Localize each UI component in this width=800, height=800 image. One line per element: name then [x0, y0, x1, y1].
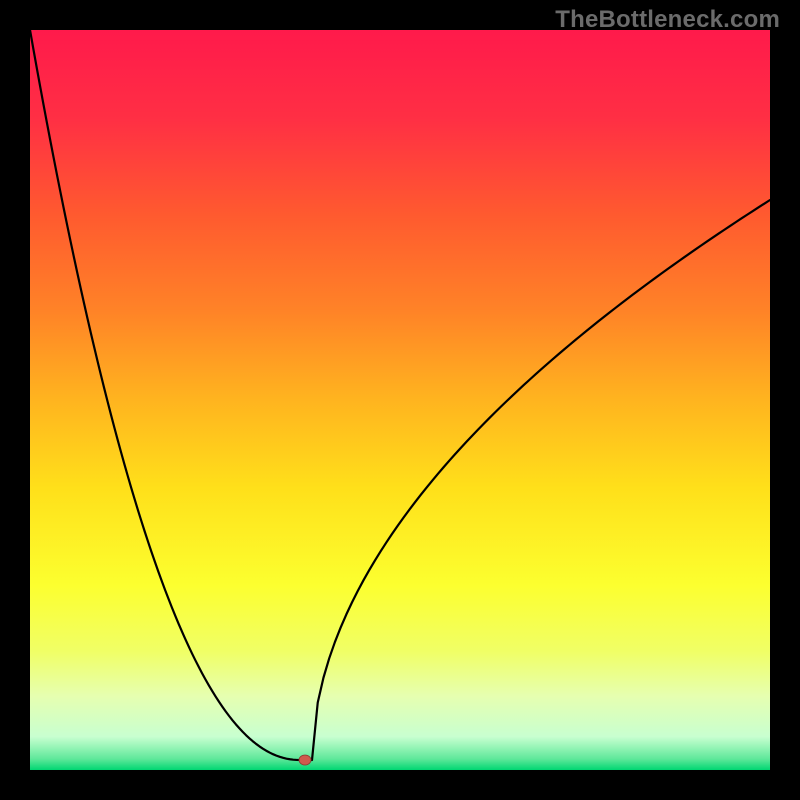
bottleneck-chart: [0, 0, 800, 800]
watermark-text: TheBottleneck.com: [555, 6, 780, 34]
chart-root: TheBottleneck.com: [0, 0, 800, 800]
